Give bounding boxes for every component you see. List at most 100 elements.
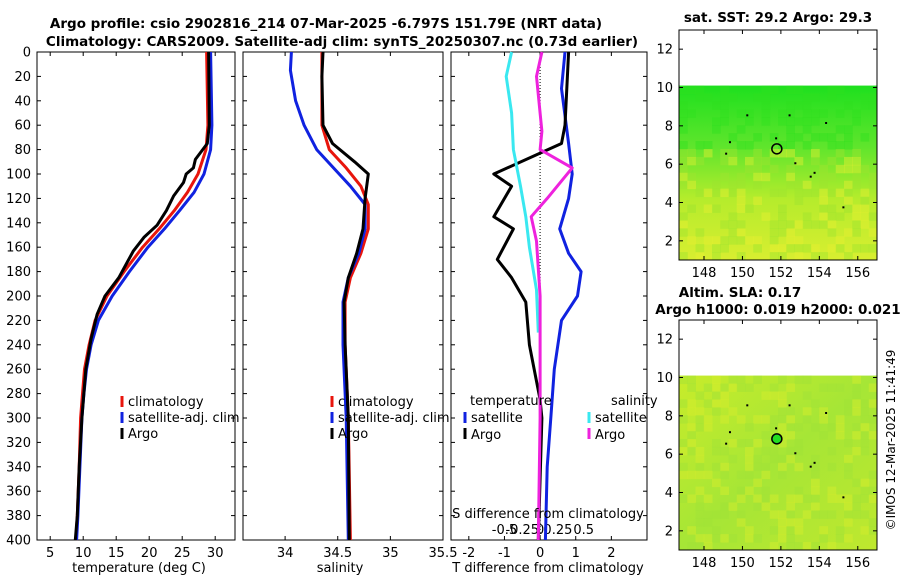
series-line-argo <box>73 51 211 541</box>
map-data-cell <box>778 252 787 261</box>
map-data-cell <box>802 407 812 416</box>
x-tick-label: 15 <box>108 546 125 561</box>
map-data-cell <box>769 526 779 535</box>
map-data-cell <box>728 439 738 448</box>
map-data-cell <box>802 93 812 102</box>
map-data-cell <box>860 133 870 142</box>
map-data-cell <box>844 454 853 464</box>
map-data-cell <box>786 109 795 118</box>
y-tick-label: 0 <box>23 46 31 61</box>
legend-label-s-argo: Argo <box>595 428 625 443</box>
map-data-cell <box>769 510 779 519</box>
map-data-cell <box>802 542 812 551</box>
map-data-cell <box>852 375 861 385</box>
map-data-cell <box>753 454 762 464</box>
map-data-cell <box>736 375 746 385</box>
y-tick-label: 180 <box>6 265 31 280</box>
map-data-cell <box>703 494 713 503</box>
figure-title-line1: Argo profile: csio 2902816_214 07-Mar-20… <box>50 16 602 32</box>
map-data-cell <box>679 462 688 472</box>
map-data-cell <box>852 109 861 118</box>
map-data-cell <box>703 510 713 519</box>
map-data-cell <box>794 494 804 503</box>
map-data-cell <box>852 220 861 229</box>
map-data-cell <box>811 109 820 118</box>
map-data-cell <box>802 391 812 400</box>
map-data-cell <box>794 196 804 206</box>
map-data-cell <box>827 93 837 102</box>
map-data-cell <box>745 383 754 392</box>
map-data-cell <box>868 518 878 527</box>
map-data-cell <box>761 391 771 400</box>
map-data-cell <box>720 383 729 392</box>
map-data-cell <box>844 125 853 134</box>
map-data-cell <box>786 164 795 174</box>
map-data-cell <box>844 133 853 142</box>
map-data-cell <box>844 407 853 416</box>
map-data-cell <box>802 244 812 253</box>
map-data-cell <box>736 188 746 198</box>
map-data-cell <box>745 534 754 543</box>
legend-header-temperature: temperature <box>470 394 552 409</box>
map-data-cell <box>802 188 812 198</box>
map-data-cell <box>811 470 820 480</box>
series-line-t-satellite <box>543 51 583 541</box>
map-data-cell <box>703 149 713 158</box>
map-data-cell <box>819 172 828 182</box>
map-data-cell <box>753 149 762 158</box>
map-data-cell <box>703 542 713 551</box>
sla-map: 148 150 152 154 156 2 4 6 8 10 12 <box>656 319 878 571</box>
map-data-cell <box>703 534 713 543</box>
map-data-cell <box>868 228 878 237</box>
map-data-cell <box>778 423 787 432</box>
map-data-cell <box>819 109 828 118</box>
map-data-cell <box>835 244 845 253</box>
map-data-cell <box>745 439 754 448</box>
map-data-cell <box>811 149 820 158</box>
map-data-cell <box>868 486 878 496</box>
difference-top-axis-label: S difference from climatology <box>452 507 644 522</box>
map-data-cell <box>745 109 754 118</box>
x-tick-label: 25 <box>174 546 191 561</box>
map-data-cell <box>786 518 795 527</box>
map-data-cell <box>720 117 729 126</box>
series-line-argo <box>320 51 370 541</box>
map-data-cell <box>844 156 853 166</box>
map-data-cell <box>827 204 837 213</box>
map-data-cell <box>868 470 878 480</box>
map-data-cell <box>811 510 820 519</box>
map-data-cell <box>778 470 787 480</box>
salinity-panel: 34 34.5 35 35.5 <box>242 51 458 561</box>
map-data-cell <box>753 494 762 503</box>
island-marker <box>794 452 797 455</box>
map-data-cell <box>736 204 746 213</box>
map-data-cell <box>778 534 787 543</box>
island-marker <box>794 162 797 165</box>
map-data-cell <box>728 180 738 190</box>
map-data-cell <box>679 156 688 166</box>
map-data-cell <box>761 109 771 118</box>
map-data-cell <box>745 156 754 166</box>
map-x-tick-label: 150 <box>730 266 755 281</box>
map-data-cell <box>761 502 771 511</box>
map-data-cell <box>835 125 845 134</box>
map-data-field <box>679 85 877 260</box>
x-tick-label: 35.5 <box>429 546 458 561</box>
temperature-panel: 5 10 15 20 25 3002040608010012014016018020022… <box>6 46 236 561</box>
map-data-cell <box>753 172 762 182</box>
map-data-cell <box>852 478 861 488</box>
map-data-cell <box>852 407 861 416</box>
map-data-cell <box>860 204 870 213</box>
map-data-cell <box>811 93 820 102</box>
map-data-cell <box>827 446 837 456</box>
map-y-tick-label: 8 <box>665 409 673 424</box>
x-tick-label: -2 <box>462 546 475 561</box>
map-data-cell <box>728 236 738 245</box>
map-data-cell <box>786 526 795 535</box>
map-data-cell <box>786 220 795 229</box>
map-data-cell <box>868 431 878 440</box>
temperature-legend: climatology satellite-adj. clim Argo <box>120 395 240 442</box>
map-data-cell <box>811 117 820 126</box>
legend-label-argo: Argo <box>338 427 368 442</box>
map-data-cell <box>786 180 795 190</box>
